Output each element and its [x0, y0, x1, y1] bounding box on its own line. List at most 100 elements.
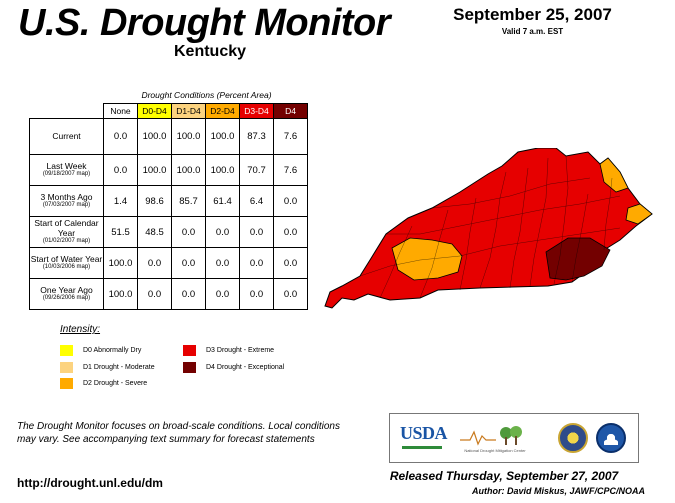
row-label: Start of Calendar Year (01/02/2007 map) [29, 216, 104, 248]
legend-item: D4 Drought - Exceptional [183, 362, 284, 373]
row-label-text: 3 Months Ago [40, 191, 93, 202]
table-header-row: None D0-D4 D1-D4 D2-D4 D3-D4 D4 [29, 103, 308, 119]
table-cell: 48.5 [137, 216, 172, 248]
ndmc-graph-icon [460, 426, 522, 446]
table-row: Start of Water Year (10/03/2006 map) 100.0… [29, 247, 308, 279]
kentucky-d2-southwest [391, 237, 463, 281]
table-row: Start of Calendar Year (01/02/2007 map) 51… [29, 216, 308, 248]
column-header-d0-d4: D0-D4 [137, 103, 172, 119]
table-cell: 0.0 [205, 247, 240, 279]
table-cell: 0.0 [171, 278, 206, 310]
table-cell: 0.0 [239, 216, 274, 248]
legend-label: D2 Drought - Severe [83, 380, 148, 387]
map-date: September 25, 2007 [453, 5, 612, 24]
row-label: Last Week (09/18/2007 map) [29, 154, 104, 186]
table-cell: 70.7 [239, 154, 274, 186]
legend-label: D3 Drought - Extreme [206, 347, 275, 354]
column-header-d4: D4 [273, 103, 308, 119]
table-cell: 0.0 [205, 278, 240, 310]
row-label: 3 Months Ago (07/03/2007 map) [29, 185, 104, 217]
table-cell: 100.0 [171, 118, 206, 155]
legend-label: D1 Drought - Moderate [83, 364, 155, 371]
table-cell: 85.7 [171, 185, 206, 217]
row-label-subtext: (01/02/2007 map) [42, 238, 91, 245]
kentucky-d2-northeast [625, 203, 653, 225]
column-header-none: None [103, 103, 138, 119]
table-cell: 0.0 [239, 278, 274, 310]
row-label-subtext: (09/18/2007 map) [42, 171, 91, 178]
usda-underline [402, 446, 442, 449]
table-body: Current 0.0 100.0 100.0 100.0 87.3 7.6 Last Wee… [29, 118, 308, 310]
row-label: Current [29, 118, 104, 155]
table-cell: 0.0 [273, 216, 308, 248]
ndmc-logo: National Drought Mitigation Center [460, 424, 530, 456]
table-cell: 100.0 [205, 154, 240, 186]
legend-item: D1 Drought - Moderate [60, 362, 155, 373]
row-label-text: Start of Water Year [30, 253, 103, 264]
table-cell: 100.0 [103, 247, 138, 279]
kentucky-d2-east [599, 157, 629, 193]
legend-label: D0 Abnormally Dry [83, 347, 142, 354]
table-row: 3 Months Ago (07/03/2007 map) 1.4 98.6 85.7 6… [29, 185, 308, 217]
table-cell: 1.4 [103, 185, 138, 217]
legend-title: Intensity: [60, 324, 101, 335]
commerce-seal-icon [558, 423, 588, 453]
table-cell: 0.0 [273, 185, 308, 217]
legend-swatch [60, 345, 73, 356]
table-cell: 100.0 [205, 118, 240, 155]
row-label-text: One Year Ago [40, 284, 93, 295]
drought-conditions-table: None D0-D4 D1-D4 D2-D4 D3-D4 D4 Current 0.0 100… [29, 103, 308, 310]
county-lines [359, 155, 621, 299]
legend-swatch [183, 362, 196, 373]
drought-monitor-link[interactable]: http://drought.unl.edu/dm [17, 476, 163, 490]
table-cell: 100.0 [171, 154, 206, 186]
row-label-subtext: (09/26/2006 map) [42, 295, 91, 302]
table-row: Current 0.0 100.0 100.0 100.0 87.3 7.6 [29, 118, 308, 155]
table-cell: 0.0 [103, 118, 138, 155]
table-cell: 6.4 [239, 185, 274, 217]
usda-logo: USDA [400, 423, 448, 443]
table-cell: 7.6 [273, 118, 308, 155]
state-name: Kentucky [173, 43, 247, 60]
legend-label: D4 Drought - Exceptional [206, 364, 285, 371]
table-cell: 0.0 [205, 216, 240, 248]
row-label: Start of Water Year (10/03/2006 map) [29, 247, 104, 279]
kentucky-drought-map [324, 148, 653, 309]
page-title: U.S. Drought Monitor [18, 2, 391, 44]
table-cell: 100.0 [137, 118, 172, 155]
table-cell: 100.0 [137, 154, 172, 186]
table-cell: 0.0 [273, 278, 308, 310]
legend-swatch [60, 362, 73, 373]
release-date: Released Thursday, September 27, 2007 [389, 469, 619, 483]
table-cell: 0.0 [273, 247, 308, 279]
table-cell: 87.3 [239, 118, 274, 155]
noaa-logo-icon [596, 423, 626, 453]
table-cell: 100.0 [103, 278, 138, 310]
table-cell: 0.0 [103, 154, 138, 186]
valid-time: Valid 7 a.m. EST [501, 27, 564, 36]
table-cell: 51.5 [103, 216, 138, 248]
author-credit: Author: David Miskus, JAWF/CPC/NOAA [471, 486, 645, 496]
table-corner [29, 103, 104, 119]
disclaimer-note: The Drought Monitor focuses on broad-sca… [17, 421, 340, 445]
table-row: Last Week (09/18/2007 map) 0.0 100.0 100.0 10… [29, 154, 308, 186]
legend-item: D3 Drought - Extreme [183, 345, 274, 356]
partner-logos: USDA National Drought Mitigation Center [389, 413, 639, 463]
legend-swatch [183, 345, 196, 356]
table-cell: 0.0 [137, 247, 172, 279]
column-header-d2-d4: D2-D4 [205, 103, 240, 119]
table-cell: 7.6 [273, 154, 308, 186]
legend-swatch [60, 378, 73, 389]
table-cell: 0.0 [171, 216, 206, 248]
column-header-d3-d4: D3-D4 [239, 103, 274, 119]
row-label: One Year Ago (09/26/2006 map) [29, 278, 104, 310]
row-label-subtext: (07/03/2007 map) [42, 202, 91, 209]
row-label-subtext: (10/03/2006 map) [42, 264, 91, 271]
row-label-text: Current [52, 130, 81, 141]
legend-item: D0 Abnormally Dry [60, 345, 141, 356]
legend-item: D2 Drought - Severe [60, 378, 147, 389]
row-label-text: Last Week [46, 160, 87, 171]
table-cell: 98.6 [137, 185, 172, 217]
column-header-d1-d4: D1-D4 [171, 103, 206, 119]
table-cell: 0.0 [239, 247, 274, 279]
